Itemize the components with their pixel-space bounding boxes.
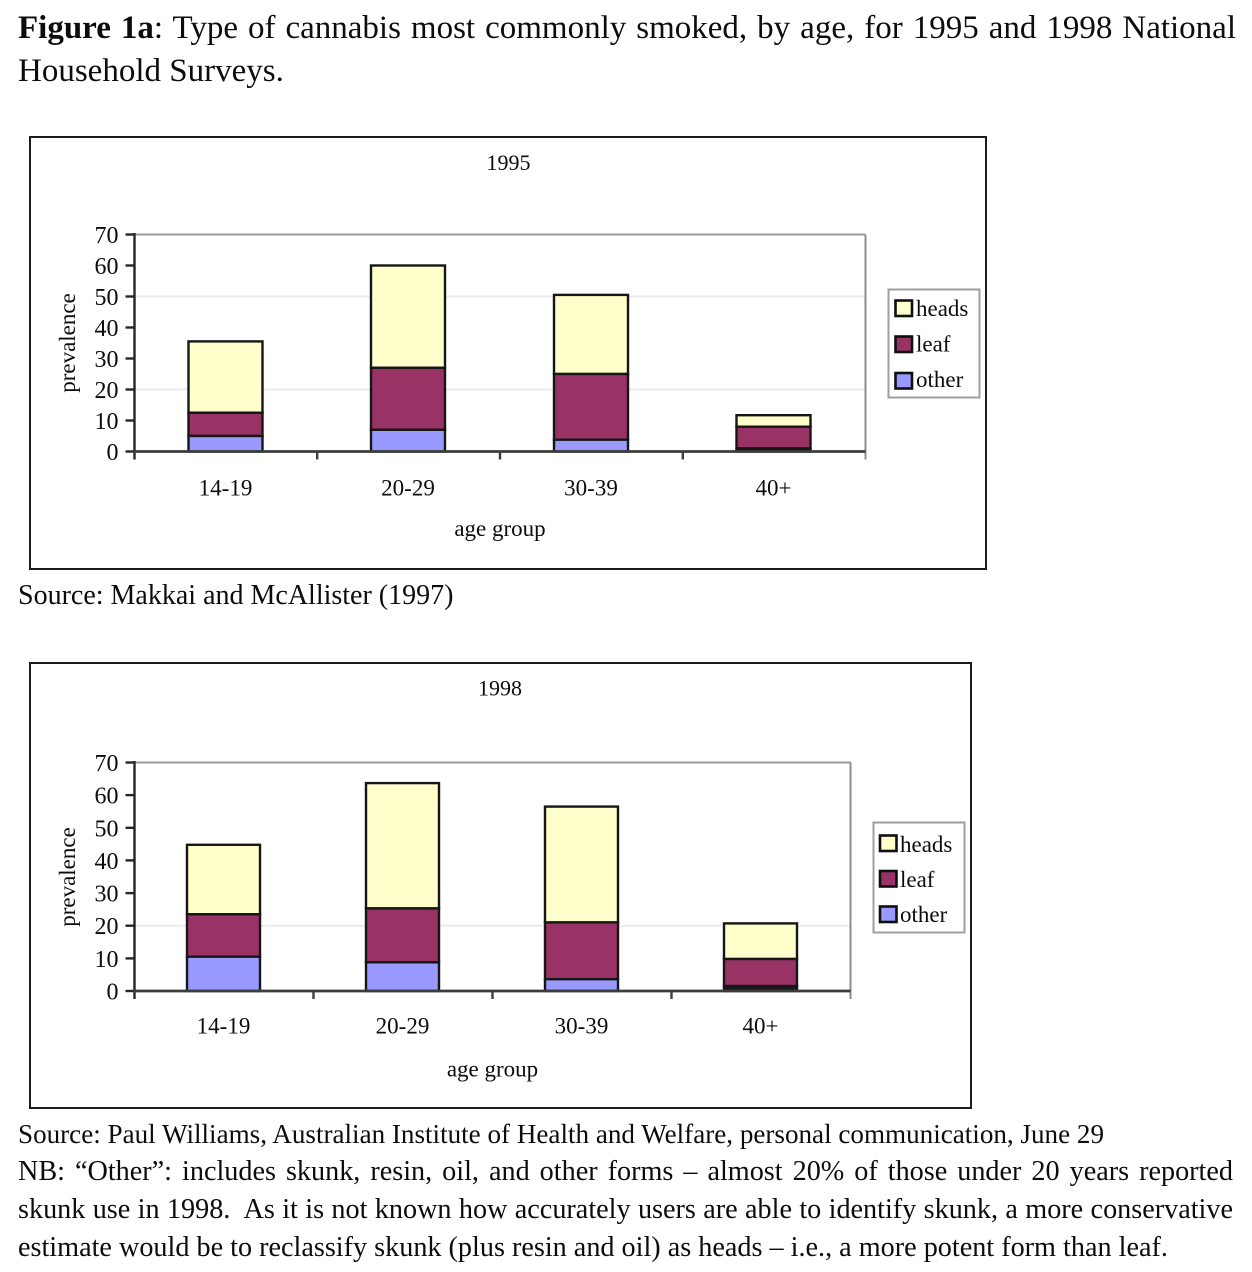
svg-text:10: 10 (95, 409, 119, 435)
svg-text:20-29: 20-29 (376, 1014, 430, 1039)
svg-text:40+: 40+ (756, 476, 792, 501)
svg-text:50: 50 (95, 285, 119, 311)
svg-text:50: 50 (95, 816, 119, 842)
svg-text:70: 70 (95, 223, 119, 249)
svg-text:1998: 1998 (478, 676, 522, 701)
svg-text:heads: heads (916, 296, 968, 321)
svg-text:30-39: 30-39 (564, 476, 618, 501)
svg-text:prevalence: prevalence (55, 293, 80, 393)
svg-text:70: 70 (95, 751, 119, 777)
svg-text:other: other (916, 367, 964, 392)
svg-text:30: 30 (95, 882, 119, 908)
svg-text:heads: heads (900, 832, 952, 857)
svg-text:40: 40 (95, 316, 119, 342)
svg-text:prevalence: prevalence (55, 827, 80, 927)
svg-text:30: 30 (95, 347, 119, 373)
svg-text:60: 60 (95, 784, 119, 810)
svg-text:leaf: leaf (900, 867, 935, 892)
svg-text:10: 10 (95, 947, 119, 973)
svg-text:0: 0 (107, 980, 119, 1006)
svg-text:0: 0 (107, 440, 119, 466)
svg-text:40+: 40+ (743, 1014, 779, 1039)
svg-text:14-19: 14-19 (199, 476, 253, 501)
svg-text:20: 20 (95, 914, 119, 940)
svg-text:other: other (900, 902, 948, 927)
svg-text:30-39: 30-39 (555, 1014, 609, 1039)
svg-text:leaf: leaf (916, 332, 951, 357)
svg-text:age group: age group (447, 1057, 538, 1082)
svg-text:age group: age group (454, 516, 545, 541)
svg-text:60: 60 (95, 254, 119, 280)
svg-text:20: 20 (95, 378, 119, 404)
svg-text:20-29: 20-29 (381, 476, 435, 501)
svg-text:40: 40 (95, 849, 119, 875)
svg-text:1995: 1995 (487, 150, 531, 175)
svg-text:14-19: 14-19 (197, 1014, 251, 1039)
